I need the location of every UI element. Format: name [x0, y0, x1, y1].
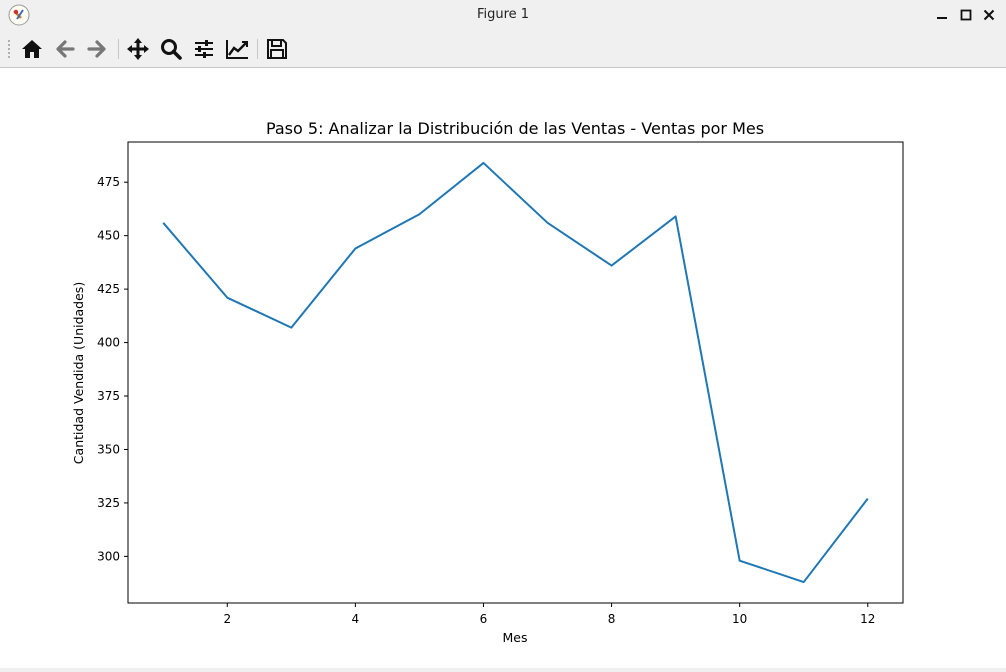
- back-button[interactable]: [51, 35, 79, 63]
- line-chart: Paso 5: Analizar la Distribución de las …: [71, 119, 904, 645]
- move-icon: [127, 38, 149, 60]
- arrow-right-icon: [87, 40, 106, 58]
- y-tick-label: 475: [97, 175, 120, 189]
- x-tick-label: 4: [352, 612, 360, 626]
- magnifier-icon: [161, 39, 182, 60]
- toolbar-separator: [257, 39, 258, 59]
- y-tick-label: 400: [97, 336, 120, 350]
- arrow-left-icon: [56, 40, 75, 58]
- close-icon: [983, 9, 995, 21]
- floppy-disk-icon: [267, 39, 287, 59]
- x-tick-label: 2: [223, 612, 231, 626]
- y-tick-label: 375: [97, 389, 120, 403]
- forward-button[interactable]: [83, 35, 111, 63]
- app-icon: [8, 4, 30, 26]
- minimize-button[interactable]: [932, 5, 952, 25]
- plot-frame: [127, 141, 904, 604]
- save-button[interactable]: [263, 35, 291, 63]
- y-tick-label: 300: [97, 549, 120, 563]
- configure-subplots-button[interactable]: [190, 35, 218, 63]
- window-bottom-edge: [0, 668, 1006, 672]
- chart-title: Paso 5: Analizar la Distribución de las …: [266, 119, 764, 138]
- y-tick-label: 425: [97, 282, 120, 296]
- x-tick-label: 6: [480, 612, 488, 626]
- close-button[interactable]: [979, 5, 999, 25]
- pan-button[interactable]: [124, 35, 152, 63]
- maximize-button[interactable]: [956, 5, 976, 25]
- series-line: [162, 161, 869, 584]
- x-tick-label: 10: [732, 612, 747, 626]
- home-icon: [22, 40, 42, 58]
- x-tick-label: 12: [860, 612, 875, 626]
- x-tick-label: 8: [608, 612, 616, 626]
- maximize-icon: [960, 9, 972, 21]
- sliders-icon: [195, 40, 213, 58]
- title-bar: Figure 1: [0, 0, 1006, 30]
- toolbar-grip[interactable]: [7, 39, 11, 59]
- y-axis-label: Cantidad Vendida (Unidades): [71, 282, 86, 464]
- toolbar-separator: [118, 39, 119, 59]
- window-title: Figure 1: [476, 7, 530, 22]
- navigation-toolbar: [0, 30, 1006, 68]
- x-axis-label: Mes: [503, 630, 528, 645]
- y-tick-label: 325: [97, 496, 120, 510]
- home-button[interactable]: [18, 35, 46, 63]
- axes: 2 4 6 8 10 12 300 325 350 375 400 425 450 475: [97, 141, 904, 626]
- minimize-icon: [937, 17, 947, 19]
- zoom-button[interactable]: [157, 35, 185, 63]
- line-chart-icon: [226, 40, 248, 59]
- edit-axis-button[interactable]: [223, 35, 251, 63]
- y-tick-label: 450: [97, 229, 120, 243]
- y-tick-label: 350: [97, 442, 120, 456]
- figure-canvas[interactable]: Paso 5: Analizar la Distribución de las …: [4, 70, 1002, 668]
